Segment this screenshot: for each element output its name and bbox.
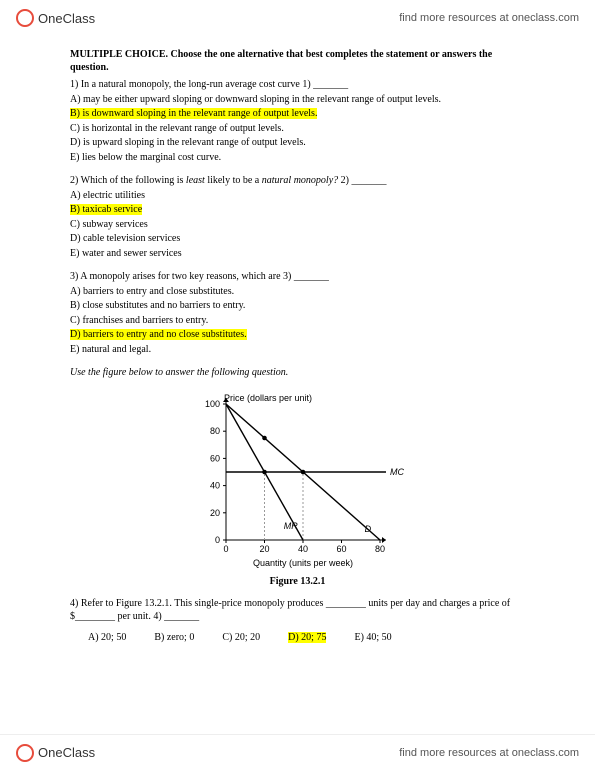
q3-opt-b: B) close substitutes and no barriers to … (70, 299, 525, 313)
brand-name: OneClass (38, 11, 95, 26)
q1-stem: 1) In a natural monopoly, the long-run a… (70, 78, 525, 92)
question-4: 4) Refer to Figure 13.2.1. This single-p… (70, 597, 525, 643)
q1-opt-c: C) is horizontal in the relevant range o… (70, 122, 525, 136)
svg-text:0: 0 (223, 544, 228, 554)
q2-opt-c: C) subway services (70, 218, 525, 232)
q2-opt-d: D) cable television services (70, 232, 525, 246)
question-2: 2) Which of the following is least likel… (70, 174, 525, 260)
svg-text:D: D (364, 523, 371, 533)
q4-d-hl: D) 20; 75 (288, 632, 326, 643)
question-1: 1) In a natural monopoly, the long-run a… (70, 78, 525, 164)
page-content: MULTIPLE CHOICE. Choose the one alternat… (0, 36, 595, 643)
q1-b-hl: B) is downward sloping in the relevant r… (70, 108, 317, 119)
q2-opt-e: E) water and sewer services (70, 247, 525, 261)
q3-opt-a: A) barriers to entry and close substitut… (70, 285, 525, 299)
top-bar: OneClass find more resources at oneclass… (0, 0, 595, 36)
svg-text:MC: MC (390, 467, 404, 477)
svg-text:20: 20 (259, 544, 269, 554)
svg-text:40: 40 (297, 544, 307, 554)
brand-logo[interactable]: OneClass (16, 9, 95, 27)
q2-b-hl: B) taxicab service (70, 204, 142, 215)
q4-options-row: A) 20; 50 B) zero; 0 C) 20; 20 D) 20; 75… (70, 632, 525, 643)
q2-opt-a: A) electric utilities (70, 189, 525, 203)
q3-opt-c: C) franchises and barriers to entry. (70, 314, 525, 328)
logo-icon-footer (16, 744, 34, 762)
svg-text:Price (dollars per unit): Price (dollars per unit) (224, 393, 312, 403)
q1-opt-d: D) is upward sloping in the relevant ran… (70, 136, 525, 150)
figure-wrap: 0 20 40 60 80 0 20 40 60 80 100 Quantity (units per… (70, 390, 525, 570)
q3-opt-d: D) barriers to entry and no close substi… (70, 328, 525, 342)
q2-post: likely to be a (205, 175, 262, 186)
q2-tail: 2) _______ (338, 175, 386, 186)
svg-text:60: 60 (209, 453, 219, 463)
q2-pre: 2) Which of the following is (70, 175, 186, 186)
figure-instruction: Use the figure below to answer the follo… (70, 366, 525, 380)
q3-opt-e: E) natural and legal. (70, 343, 525, 357)
q2-em2: natural monopoly? (262, 175, 338, 186)
svg-text:40: 40 (209, 480, 219, 490)
svg-text:80: 80 (209, 426, 219, 436)
q2-stem: 2) Which of the following is least likel… (70, 174, 525, 188)
q3-d-hl: D) barriers to entry and no close substi… (70, 329, 247, 340)
svg-text:80: 80 (374, 544, 384, 554)
svg-text:60: 60 (336, 544, 346, 554)
q2-opt-b: B) taxicab service (70, 203, 525, 217)
svg-text:0: 0 (214, 535, 219, 545)
resources-link[interactable]: find more resources at oneclass.com (399, 12, 579, 24)
econ-chart: 0 20 40 60 80 0 20 40 60 80 100 Quantity (units per… (188, 390, 408, 570)
q4-opt-e: E) 40; 50 (354, 632, 391, 643)
question-3: 3) A monopoly arises for two key reasons… (70, 270, 525, 356)
q4-opt-b: B) zero; 0 (154, 632, 194, 643)
svg-text:100: 100 (204, 399, 219, 409)
svg-text:20: 20 (209, 507, 219, 517)
svg-text:Quantity (units per week): Quantity (units per week) (252, 558, 352, 568)
q4-opt-a: A) 20; 50 (88, 632, 126, 643)
figure-caption: Figure 13.2.1 (70, 576, 525, 587)
section-heading: MULTIPLE CHOICE. Choose the one alternat… (70, 48, 525, 74)
q4-opt-d: D) 20; 75 (288, 632, 326, 643)
brand-logo-footer[interactable]: OneClass (16, 744, 95, 762)
q4-opt-c: C) 20; 20 (222, 632, 260, 643)
q3-stem: 3) A monopoly arises for two key reasons… (70, 270, 525, 284)
q4-stem: 4) Refer to Figure 13.2.1. This single-p… (70, 597, 525, 624)
q2-em: least (186, 175, 205, 186)
svg-text:MR: MR (283, 521, 297, 531)
logo-icon (16, 9, 34, 27)
q1-opt-e: E) lies below the marginal cost curve. (70, 151, 525, 165)
bottom-bar: OneClass find more resources at oneclass… (0, 734, 595, 770)
q1-opt-b: B) is downward sloping in the relevant r… (70, 107, 525, 121)
resources-link-footer[interactable]: find more resources at oneclass.com (399, 747, 579, 759)
q1-opt-a: A) may be either upward sloping or downw… (70, 93, 525, 107)
brand-name-footer: OneClass (38, 745, 95, 760)
